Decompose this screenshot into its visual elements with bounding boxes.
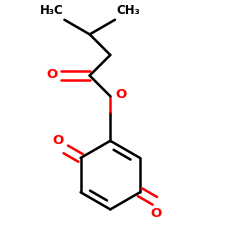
Text: O: O	[116, 88, 127, 102]
Text: O: O	[150, 207, 162, 220]
Text: CH₃: CH₃	[116, 4, 140, 17]
Text: H₃C: H₃C	[40, 4, 63, 17]
Text: O: O	[52, 134, 63, 147]
Text: O: O	[47, 68, 58, 81]
